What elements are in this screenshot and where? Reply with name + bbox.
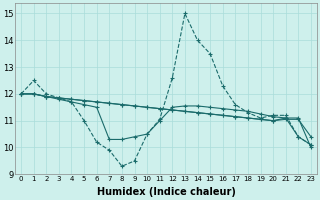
X-axis label: Humidex (Indice chaleur): Humidex (Indice chaleur) xyxy=(97,187,236,197)
